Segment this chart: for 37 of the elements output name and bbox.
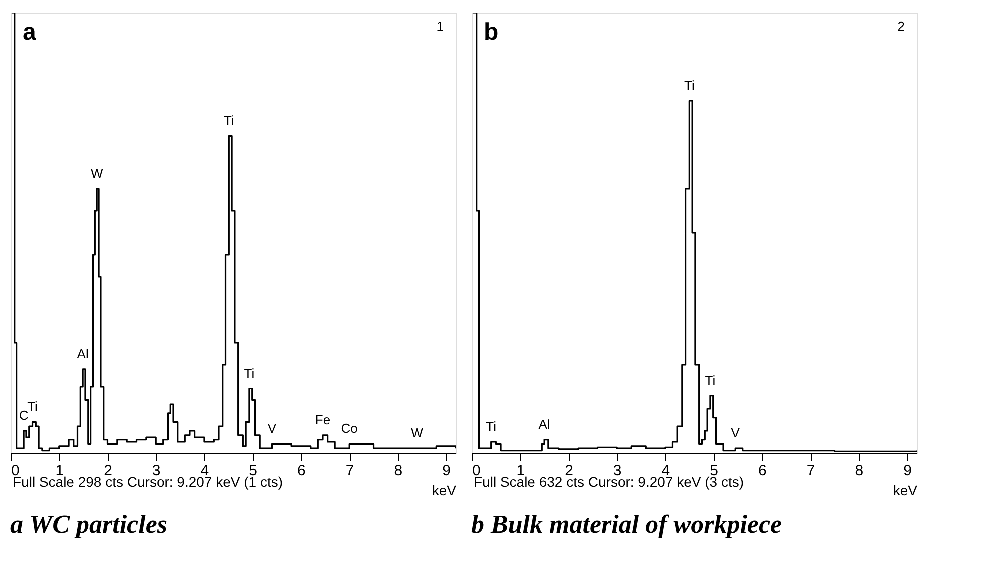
annotation: Ti [28,399,38,414]
x-tick-label: 7 [806,462,816,480]
x-tick-label: 3 [152,462,161,480]
x-tick-label: 8 [855,462,864,480]
annotation: Ti [684,78,695,93]
annotation: 2 [898,19,905,34]
annotation: Fe [315,412,331,428]
text: b Bulk material of workpiece [472,510,782,539]
annotation: Ti [224,113,234,128]
annotation: Co [341,421,358,436]
annotation: V [268,421,277,436]
x-tick-label: 2 [565,462,574,480]
annotation: Al [538,416,550,432]
x-tick-label: 7 [346,462,354,480]
annotation: C [19,408,29,423]
x-tick-label: 3 [613,462,622,480]
annotation: W [90,166,104,181]
text: a WC particles [10,510,168,539]
annotation: b [484,19,499,46]
x-tick-label: 6 [298,462,306,480]
x-axis-title: keV [432,482,458,498]
annotation: a [23,19,37,46]
annotation: Ti [705,372,716,388]
x-tick-label: 9 [904,462,912,480]
annotation: Al [77,346,89,362]
annotation: V [731,426,740,441]
annotation: 1 [436,19,444,34]
annotation: W [411,426,424,441]
x-tick-label: 1 [516,462,526,480]
x-axis-title: keV [893,482,918,498]
x-tick-label: 8 [394,462,403,480]
annotation: Ti [244,366,255,381]
x-tick-label: 1 [56,462,64,480]
x-tick-label: 6 [758,462,767,480]
x-tick-label: 2 [104,462,112,480]
x-tick-label: 9 [442,462,451,480]
annotation: Ti [486,419,497,434]
